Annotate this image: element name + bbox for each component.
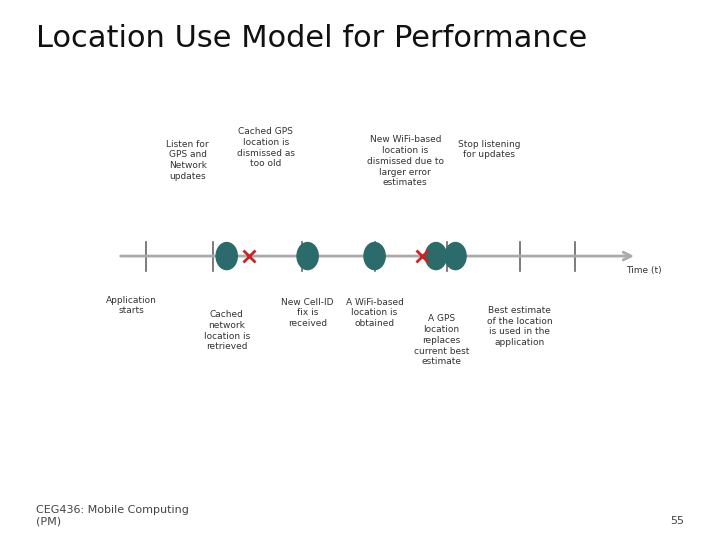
Ellipse shape	[426, 242, 446, 269]
Ellipse shape	[445, 242, 466, 269]
Text: Location Use Model for Performance: Location Use Model for Performance	[36, 24, 588, 53]
Text: New WiFi-based
location is
dismissed due to
larger error
estimates: New WiFi-based location is dismissed due…	[366, 136, 444, 187]
Text: Cached
network
location is
retrieved: Cached network location is retrieved	[204, 310, 250, 352]
Text: Best estimate
of the location
is used in the
application: Best estimate of the location is used in…	[487, 306, 552, 347]
Text: Stop listening
for updates: Stop listening for updates	[458, 140, 521, 159]
Text: Listen for
GPS and
Network
updates: Listen for GPS and Network updates	[166, 140, 209, 181]
Ellipse shape	[364, 242, 385, 269]
Text: New Cell-ID
fix is
received: New Cell-ID fix is received	[282, 298, 334, 328]
Text: Cached GPS
location is
dismissed as
too old: Cached GPS location is dismissed as too …	[237, 127, 294, 168]
Ellipse shape	[297, 242, 318, 269]
Ellipse shape	[216, 242, 238, 269]
Text: 55: 55	[670, 516, 684, 526]
Text: A WiFi-based
location is
obtained: A WiFi-based location is obtained	[346, 298, 403, 328]
Text: A GPS
location
replaces
current best
estimate: A GPS location replaces current best est…	[414, 314, 469, 366]
Text: CEG436: Mobile Computing
(PM): CEG436: Mobile Computing (PM)	[36, 505, 189, 526]
Text: Application
starts: Application starts	[107, 295, 157, 315]
Text: Time (t): Time (t)	[626, 266, 661, 275]
